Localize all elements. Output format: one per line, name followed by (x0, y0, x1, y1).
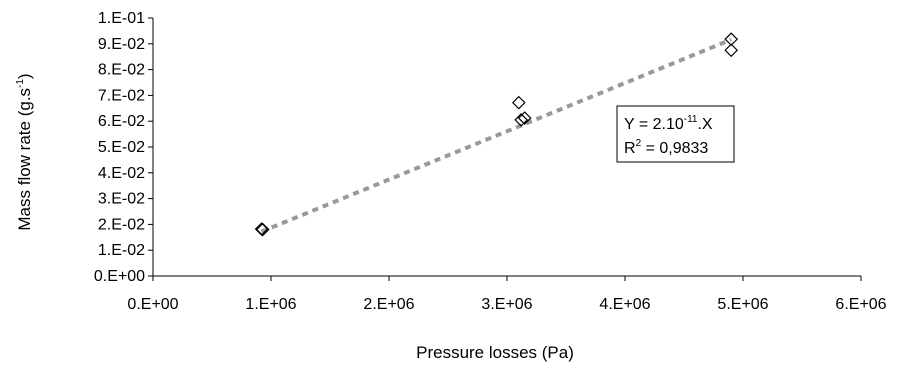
equation-text-variable: .X (697, 116, 712, 133)
data-point-marker (514, 113, 529, 127)
y-tick-label: 1.E-02 (98, 242, 145, 259)
y-axis-title: Mass flow rate (g.s-1) (15, 73, 34, 230)
y-axis-ticks: 0.E+00 1.E-02 2.E-02 3.E-02 4.E-02 5.E-02 6.E-… (94, 10, 153, 285)
data-point-marker (255, 222, 270, 237)
x-axis-title: Pressure losses (Pa) (416, 343, 574, 362)
y-tick-label: 0.E+00 (94, 268, 145, 285)
equation-box: Y = 2.10-11.X R2 = 0,9833 (616, 105, 735, 163)
r-squared-text: R2 = 0,9833 (624, 138, 708, 157)
y-tick-label: 7.E-02 (98, 87, 145, 104)
x-tick-label: 1.E+06 (245, 296, 296, 313)
x-tick-label: 0.E+00 (127, 296, 178, 313)
plot-area: 0.E+00 1.E-02 2.E-02 3.E-02 4.E-02 5.E-02 6.E-… (94, 10, 887, 313)
y-tick-label: 1.E-01 (98, 10, 145, 27)
data-point-marker (724, 43, 739, 58)
equation-text: Y = 2.10-11.X (624, 114, 713, 133)
data-points (254, 32, 739, 237)
y-axis-title-close: ) (15, 73, 34, 79)
x-tick-label: 5.E+06 (717, 296, 768, 313)
x-tick-label: 6.E+06 (835, 296, 886, 313)
r-squared-text-exponent: 2 (636, 138, 642, 149)
x-axis-ticks: 0.E+00 1.E+06 2.E+06 3.E+06 4.E+06 5.E+06 6.E+… (127, 276, 887, 313)
y-tick-label: 5.E-02 (98, 139, 145, 156)
equation-text-main: Y = 2.10 (624, 116, 684, 133)
y-axis-title-main: Mass flow rate (g.s (15, 88, 34, 231)
y-tick-label: 3.E-02 (98, 191, 145, 208)
equation-text-exponent: -11 (684, 114, 698, 125)
y-tick-label: 9.E-02 (98, 36, 145, 53)
y-tick-label: 2.E-02 (98, 216, 145, 233)
data-point-marker (517, 111, 532, 125)
data-point-marker (511, 95, 526, 110)
x-tick-label: 2.E+06 (363, 296, 414, 313)
y-tick-label: 8.E-02 (98, 62, 145, 79)
r-squared-text-value: = 0,9833 (641, 140, 708, 157)
data-point-marker (724, 32, 739, 47)
r-squared-text-symbol: R (624, 140, 636, 157)
x-tick-label: 3.E+06 (481, 296, 532, 313)
y-axis-title-superscript: -1 (15, 79, 26, 88)
x-tick-label: 4.E+06 (599, 296, 650, 313)
equation-box-frame (616, 105, 735, 163)
trendline (260, 37, 732, 234)
y-tick-label: 4.E-02 (98, 165, 145, 182)
y-tick-label: 6.E-02 (98, 113, 145, 130)
